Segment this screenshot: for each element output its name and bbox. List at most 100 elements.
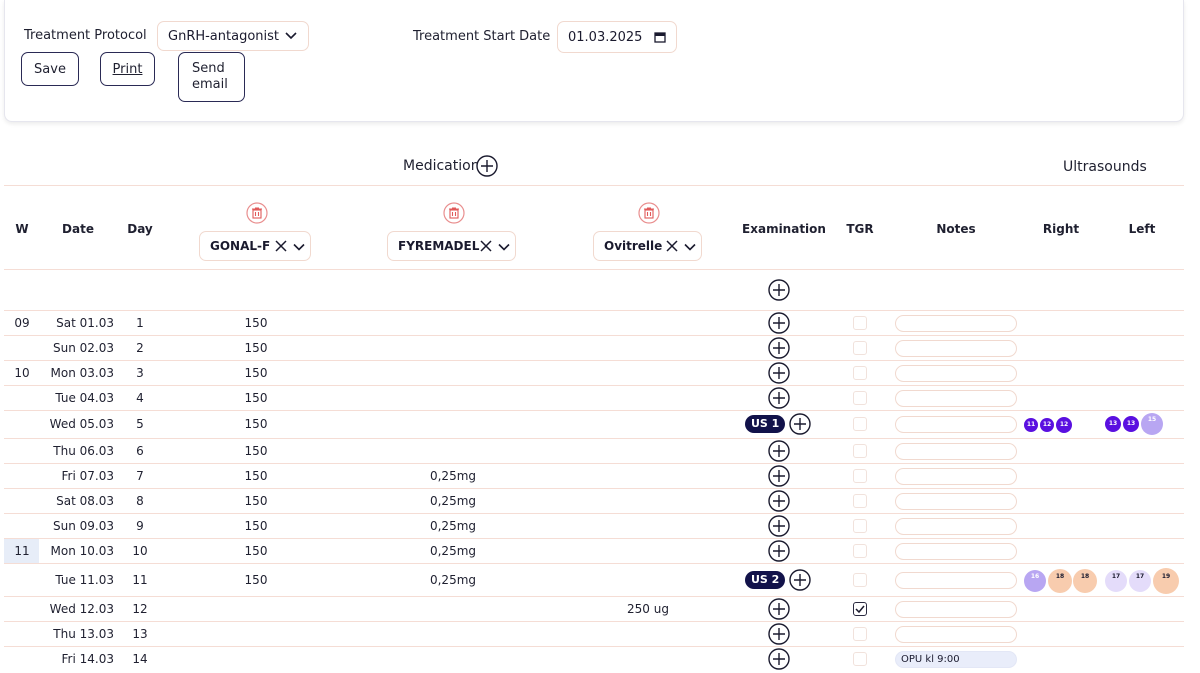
fyremadel-dose[interactable]: 0,25mg	[429, 519, 477, 533]
col-right: Right	[1042, 222, 1080, 236]
tgr-checkbox[interactable]	[853, 544, 867, 558]
tgr-checkbox[interactable]	[853, 494, 867, 508]
notes-field[interactable]: OPU kl 9:00	[895, 651, 1017, 668]
gonal-f-dose[interactable]: 150	[244, 544, 268, 558]
add-examination-plus-icon[interactable]	[789, 569, 811, 591]
delete-medication-trash-icon[interactable]	[246, 202, 268, 224]
add-examination-plus-icon[interactable]	[768, 312, 790, 334]
print-button-label: Print	[112, 61, 143, 77]
add-examination-plus-icon[interactable]	[768, 598, 790, 620]
gonal-f-dose[interactable]: 150	[244, 341, 268, 355]
add-examination-plus-icon[interactable]	[768, 387, 790, 409]
ultrasound-badge[interactable]: US 1	[745, 415, 786, 433]
add-examination-plus-icon[interactable]	[768, 279, 790, 301]
add-medication-plus-icon[interactable]	[476, 155, 498, 177]
add-examination-plus-icon[interactable]	[768, 362, 790, 384]
add-examination-plus-icon[interactable]	[768, 540, 790, 562]
add-examination-plus-icon[interactable]	[768, 337, 790, 359]
print-button[interactable]: Print	[100, 52, 155, 86]
gonal-f-dose[interactable]: 150	[244, 573, 268, 587]
notes-field[interactable]	[895, 626, 1017, 643]
add-examination-plus-icon[interactable]	[768, 490, 790, 512]
add-examination-plus-icon[interactable]	[768, 648, 790, 670]
delete-medication-trash-icon[interactable]	[443, 202, 465, 224]
clear-medication-x-icon[interactable]	[480, 240, 492, 252]
tgr-checkbox[interactable]	[853, 602, 867, 616]
notes-field[interactable]	[895, 493, 1017, 510]
tgr-checkbox[interactable]	[853, 652, 867, 666]
medication-select[interactable]: GONAL-F	[199, 231, 311, 261]
notes-field[interactable]	[895, 365, 1017, 382]
notes-field[interactable]	[895, 416, 1017, 433]
gonal-f-dose[interactable]: 150	[244, 417, 268, 431]
tgr-checkbox[interactable]	[853, 469, 867, 483]
ovitrelle-dose[interactable]: 250 ug	[627, 602, 669, 616]
medication-name: GONAL-F	[210, 239, 271, 253]
header-divider	[4, 185, 1184, 186]
save-button[interactable]: Save	[21, 52, 79, 86]
tgr-checkbox[interactable]	[853, 366, 867, 380]
tgr-checkbox[interactable]	[853, 519, 867, 533]
treatment-protocol-value: GnRH-antagonist	[168, 28, 280, 44]
add-examination-plus-icon[interactable]	[789, 413, 811, 435]
gonal-f-dose[interactable]: 150	[244, 469, 268, 483]
gonal-f-dose[interactable]: 150	[244, 391, 268, 405]
notes-field[interactable]	[895, 518, 1017, 535]
gonal-f-dose[interactable]: 150	[244, 444, 268, 458]
row-date: Tue 11.03	[55, 573, 114, 587]
add-examination-plus-icon[interactable]	[768, 623, 790, 645]
add-examination-plus-icon[interactable]	[768, 515, 790, 537]
fyremadel-dose[interactable]: 0,25mg	[429, 494, 477, 508]
row-divider	[4, 385, 1184, 386]
chevron-down-icon[interactable]	[684, 241, 696, 253]
tgr-checkbox[interactable]	[853, 417, 867, 431]
treatment-start-date-value: 01.03.2025	[568, 29, 643, 45]
row-day: 13	[132, 627, 148, 641]
notes-field[interactable]	[895, 572, 1017, 589]
tgr-checkbox[interactable]	[853, 627, 867, 641]
tgr-checkbox[interactable]	[853, 391, 867, 405]
notes-field[interactable]	[895, 601, 1017, 618]
tgr-checkbox[interactable]	[853, 341, 867, 355]
left-follicle: 17	[1105, 570, 1127, 592]
gonal-f-dose[interactable]: 150	[244, 366, 268, 380]
notes-field[interactable]	[895, 468, 1017, 485]
chevron-down-icon[interactable]	[498, 241, 510, 253]
tgr-checkbox[interactable]	[853, 573, 867, 587]
send-email-label-line1: Send	[192, 61, 225, 76]
add-examination-plus-icon[interactable]	[768, 465, 790, 487]
right-follicle: 18	[1048, 569, 1072, 593]
medication-section-title: Medication	[403, 158, 480, 174]
check-icon	[855, 605, 865, 614]
chevron-down-icon[interactable]	[293, 241, 305, 253]
clear-medication-x-icon[interactable]	[275, 240, 287, 252]
ultrasound-badge[interactable]: US 2	[745, 571, 786, 589]
ultrasounds-section-title: Ultrasounds	[1063, 159, 1147, 175]
row-date: Mon 03.03	[50, 366, 114, 380]
send-email-button[interactable]: Send email	[178, 52, 245, 102]
notes-field[interactable]	[895, 340, 1017, 357]
notes-field[interactable]	[895, 315, 1017, 332]
fyremadel-dose[interactable]: 0,25mg	[429, 573, 477, 587]
fyremadel-dose[interactable]: 0,25mg	[429, 469, 477, 483]
gonal-f-dose[interactable]: 150	[244, 519, 268, 533]
tgr-checkbox[interactable]	[853, 316, 867, 330]
calendar-icon[interactable]	[654, 31, 666, 43]
treatment-start-date-input[interactable]: 01.03.2025	[557, 21, 677, 53]
medication-select[interactable]: FYREMADEL	[387, 231, 516, 261]
notes-field[interactable]	[895, 390, 1017, 407]
clear-medication-x-icon[interactable]	[666, 240, 678, 252]
row-divider	[4, 438, 1184, 439]
tgr-checkbox[interactable]	[853, 444, 867, 458]
notes-field[interactable]	[895, 543, 1017, 560]
medication-select[interactable]: Ovitrelle	[593, 231, 702, 261]
medication-name: FYREMADEL	[398, 239, 480, 253]
notes-field[interactable]	[895, 443, 1017, 460]
gonal-f-dose[interactable]: 150	[244, 316, 268, 330]
fyremadel-dose[interactable]: 0,25mg	[429, 544, 477, 558]
row-divider	[4, 488, 1184, 489]
add-examination-plus-icon[interactable]	[768, 440, 790, 462]
gonal-f-dose[interactable]: 150	[244, 494, 268, 508]
treatment-protocol-select[interactable]: GnRH-antagonist	[157, 21, 309, 51]
delete-medication-trash-icon[interactable]	[638, 202, 660, 224]
